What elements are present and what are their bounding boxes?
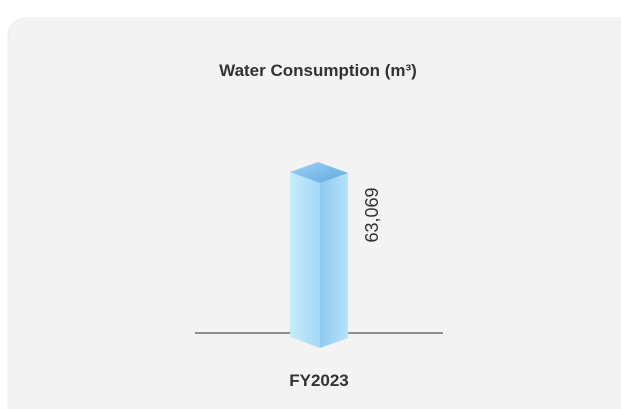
bar-side bbox=[320, 173, 348, 348]
x-tick-label: FY2023 bbox=[289, 371, 349, 390]
value-label: 63,069 bbox=[362, 187, 382, 242]
chart-title: Water Consumption (m³) bbox=[219, 61, 417, 80]
bar-front bbox=[290, 172, 320, 348]
bars bbox=[290, 162, 348, 348]
bar-top bbox=[290, 162, 348, 183]
bar bbox=[290, 162, 348, 348]
